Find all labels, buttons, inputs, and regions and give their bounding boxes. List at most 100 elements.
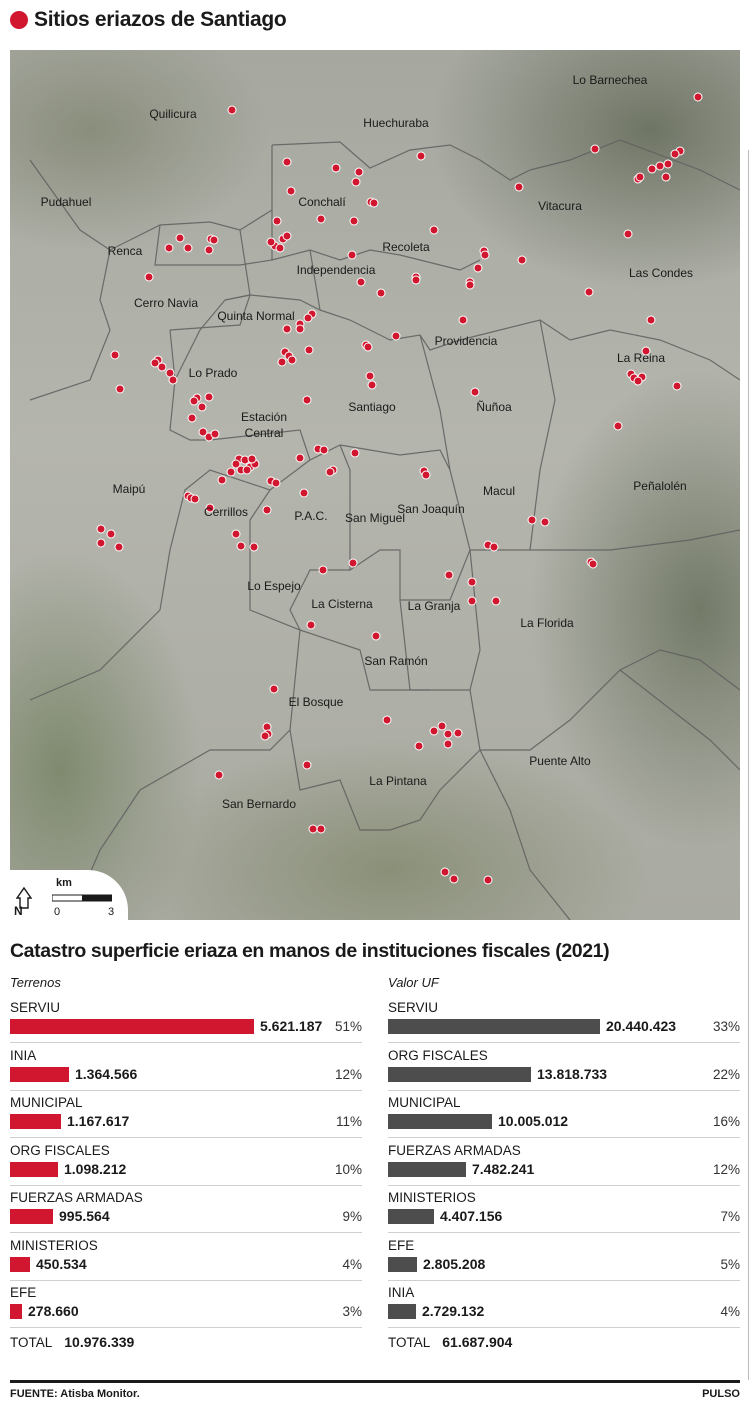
- terrenos-total-value: 10.976.339: [64, 1333, 135, 1350]
- row-divider: [10, 1327, 362, 1328]
- valor-row-name: MUNICIPAL: [388, 1095, 461, 1110]
- footer-divider: [10, 1380, 740, 1383]
- commune-label: Cerro Navia: [133, 296, 199, 310]
- site-dot: [429, 726, 439, 736]
- site-dot: [331, 163, 341, 173]
- site-dot: [217, 475, 227, 485]
- valor-row: MINISTERIOS 4.407.156 7%: [388, 1188, 740, 1236]
- site-dot: [354, 167, 364, 177]
- map-header: Sitios eriazos de Santiago: [10, 6, 287, 34]
- valor-pct-label: 4%: [720, 1304, 740, 1319]
- stats-title: Catastro superficie eriaza en manos de i…: [10, 940, 610, 962]
- site-dot: [96, 538, 106, 548]
- terrenos-value-label: 1.364.566: [75, 1065, 138, 1082]
- row-divider: [10, 1089, 362, 1091]
- commune-label: Renca: [107, 244, 143, 258]
- site-dot: [369, 198, 379, 208]
- santiago-map: Lo Barnechea Quilicura Huechuraba Pudahuel C…: [10, 50, 740, 920]
- site-dot: [416, 151, 426, 161]
- terrenos-heading: Terrenos: [10, 975, 61, 990]
- site-dot: [661, 172, 671, 182]
- site-dot: [308, 824, 318, 834]
- site-dot: [443, 729, 453, 739]
- site-dot: [302, 395, 312, 405]
- terrenos-row-name: SERVIU: [10, 1000, 61, 1015]
- terrenos-row-name: FUERZAS ARMADAS: [10, 1190, 143, 1205]
- row-divider: [388, 1327, 740, 1328]
- site-dot: [467, 596, 477, 606]
- site-dot: [443, 739, 453, 749]
- commune-label: Ñuñoa: [476, 400, 512, 414]
- terrenos-bar: [10, 1066, 69, 1082]
- terrenos-pct-label: 51%: [334, 1019, 362, 1034]
- valor-row-name: ORG FISCALES: [388, 1047, 488, 1063]
- site-dot: [319, 445, 329, 455]
- commune-label: Recoleta: [382, 240, 430, 254]
- site-dot: [588, 559, 598, 569]
- row-divider: [388, 1042, 740, 1043]
- valor-row: FUERZAS ARMADAS 7.482.241 12%: [388, 1141, 740, 1189]
- site-dot: [262, 505, 272, 515]
- site-dot: [210, 429, 220, 439]
- valor-value-label: 2.729.132: [422, 1303, 485, 1319]
- site-dot: [190, 494, 200, 504]
- valor-bar: [388, 1066, 531, 1082]
- site-dot: [287, 355, 297, 365]
- commune-label: Estación Central: [240, 410, 288, 440]
- valor-row-name: FUERZAS ARMADAS: [388, 1142, 521, 1158]
- site-dot: [236, 541, 246, 551]
- site-dot: [647, 164, 657, 174]
- valor-value-label: 10.005.012: [498, 1113, 569, 1129]
- terrenos-row: FUERZAS ARMADAS 995.564 9%: [10, 1188, 362, 1236]
- site-dot: [348, 558, 358, 568]
- valor-bar: [388, 1114, 492, 1129]
- site-dot: [470, 387, 480, 397]
- terrenos-row-name: ORG FISCALES: [10, 1142, 110, 1158]
- commune-label: Puente Alto: [529, 754, 591, 768]
- commune-label: San Bernardo: [221, 797, 297, 811]
- site-dot: [453, 728, 463, 738]
- site-dot: [96, 524, 106, 534]
- commune-label: La Granja: [407, 599, 461, 613]
- site-markers: [96, 92, 703, 885]
- site-dot: [365, 371, 375, 381]
- valor-bar: [388, 1209, 434, 1224]
- site-dot: [480, 250, 490, 260]
- commune-label: Peñalolén: [633, 479, 687, 493]
- terrenos-bar: [10, 1256, 30, 1272]
- terrenos-pct-label: 10%: [334, 1161, 362, 1177]
- site-dot: [363, 342, 373, 352]
- valor-heading: Valor UF: [388, 975, 439, 990]
- site-dot: [489, 542, 499, 552]
- commune-label: P.A.C.: [294, 509, 328, 523]
- valor-row: EFE 2.805.208 5%: [388, 1236, 740, 1284]
- commune-label: Macul: [482, 484, 516, 498]
- commune-label: Pudahuel: [40, 195, 92, 209]
- site-dot: [623, 229, 633, 239]
- valor-value-label: 4.407.156: [440, 1208, 503, 1224]
- scale-bar-icon: [52, 894, 112, 902]
- site-dot: [318, 565, 328, 575]
- site-dot: [347, 250, 357, 260]
- site-dot: [465, 280, 475, 290]
- scale-tick-0: 0: [54, 906, 61, 918]
- north-label: N: [14, 904, 23, 918]
- site-dot: [590, 144, 600, 154]
- valor-row-name: EFE: [388, 1237, 415, 1253]
- north-arrow-icon: [16, 886, 32, 909]
- site-dot: [247, 454, 257, 464]
- site-dot: [110, 350, 120, 360]
- commune-label: Lo Espejo: [247, 579, 301, 593]
- site-dot: [491, 596, 501, 606]
- site-dot: [444, 570, 454, 580]
- valor-pct-label: 12%: [712, 1161, 740, 1177]
- site-dot: [157, 362, 167, 372]
- site-dot: [316, 824, 326, 834]
- commune-label: Santiago: [348, 400, 396, 414]
- site-dot: [175, 233, 185, 243]
- site-dot: [272, 216, 282, 226]
- site-dot: [693, 92, 703, 102]
- site-dot: [144, 272, 154, 282]
- site-dot: [204, 245, 214, 255]
- valor-pct-label: 16%: [712, 1114, 740, 1129]
